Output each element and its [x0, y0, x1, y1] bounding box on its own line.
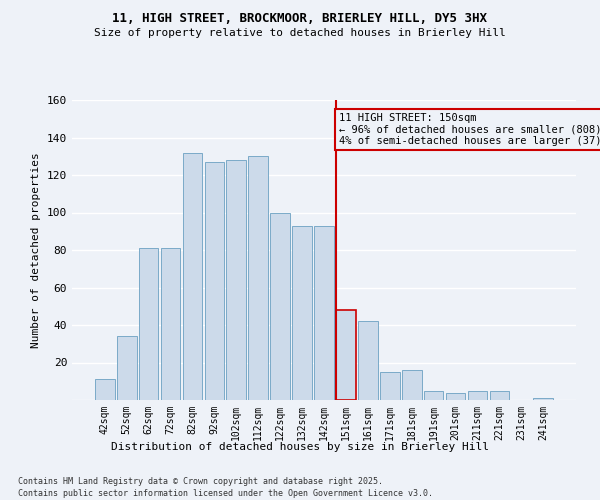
Y-axis label: Number of detached properties: Number of detached properties — [31, 152, 41, 348]
Bar — [402, 370, 422, 400]
Bar — [270, 212, 290, 400]
Bar — [139, 248, 158, 400]
Bar — [446, 392, 466, 400]
Bar — [490, 390, 509, 400]
Bar — [533, 398, 553, 400]
Text: Distribution of detached houses by size in Brierley Hill: Distribution of detached houses by size … — [111, 442, 489, 452]
Bar — [336, 310, 356, 400]
Bar — [467, 390, 487, 400]
Bar — [182, 152, 202, 400]
Bar — [95, 380, 115, 400]
Text: 11 HIGH STREET: 150sqm
← 96% of detached houses are smaller (808)
4% of semi-det: 11 HIGH STREET: 150sqm ← 96% of detached… — [340, 113, 600, 146]
Text: Size of property relative to detached houses in Brierley Hill: Size of property relative to detached ho… — [94, 28, 506, 38]
Bar — [226, 160, 246, 400]
Bar — [424, 390, 443, 400]
Bar — [205, 162, 224, 400]
Bar — [117, 336, 137, 400]
Text: Contains public sector information licensed under the Open Government Licence v3: Contains public sector information licen… — [18, 489, 433, 498]
Bar — [358, 322, 378, 400]
Bar — [380, 372, 400, 400]
Text: 11, HIGH STREET, BROCKMOOR, BRIERLEY HILL, DY5 3HX: 11, HIGH STREET, BROCKMOOR, BRIERLEY HIL… — [113, 12, 487, 26]
Bar — [292, 226, 312, 400]
Text: Contains HM Land Registry data © Crown copyright and database right 2025.: Contains HM Land Registry data © Crown c… — [18, 478, 383, 486]
Bar — [161, 248, 181, 400]
Bar — [314, 226, 334, 400]
Bar — [248, 156, 268, 400]
